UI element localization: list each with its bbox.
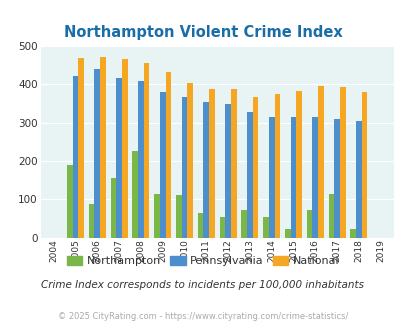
Bar xyxy=(100,56,106,238)
Bar xyxy=(312,117,318,238)
Bar xyxy=(230,89,236,238)
Bar xyxy=(154,194,160,238)
Bar xyxy=(209,89,214,238)
Bar xyxy=(197,213,203,238)
Bar xyxy=(296,91,301,238)
Bar xyxy=(333,119,339,238)
Bar xyxy=(67,165,72,238)
Bar xyxy=(284,229,290,238)
Bar xyxy=(176,195,181,238)
Bar xyxy=(143,63,149,238)
Bar xyxy=(187,82,192,238)
Bar xyxy=(247,112,252,238)
Bar xyxy=(290,117,296,238)
Bar xyxy=(241,210,247,238)
Text: Crime Index corresponds to incidents per 100,000 inhabitants: Crime Index corresponds to incidents per… xyxy=(41,280,364,290)
Bar xyxy=(94,69,100,238)
Bar xyxy=(160,92,165,238)
Bar xyxy=(225,104,230,238)
Bar xyxy=(339,87,345,238)
Bar xyxy=(122,59,127,238)
Text: Northampton Violent Crime Index: Northampton Violent Crime Index xyxy=(64,25,341,41)
Bar xyxy=(361,92,367,238)
Bar xyxy=(318,85,323,238)
Bar xyxy=(262,216,268,238)
Bar xyxy=(72,76,78,238)
Bar xyxy=(219,216,225,238)
Bar xyxy=(252,97,258,238)
Bar xyxy=(203,102,209,238)
Bar xyxy=(350,229,355,238)
Bar xyxy=(110,178,116,238)
Bar xyxy=(165,72,171,238)
Bar xyxy=(306,210,312,238)
Bar xyxy=(274,94,279,238)
Bar xyxy=(78,58,84,238)
Bar xyxy=(181,97,187,238)
Bar xyxy=(355,121,361,238)
Bar xyxy=(132,151,138,238)
Bar xyxy=(89,204,94,238)
Bar xyxy=(268,117,274,238)
Text: © 2025 CityRating.com - https://www.cityrating.com/crime-statistics/: © 2025 CityRating.com - https://www.city… xyxy=(58,312,347,321)
Bar xyxy=(138,82,143,238)
Legend: Northampton, Pennsylvania, National: Northampton, Pennsylvania, National xyxy=(62,251,343,271)
Bar xyxy=(116,78,121,238)
Bar xyxy=(328,194,333,238)
